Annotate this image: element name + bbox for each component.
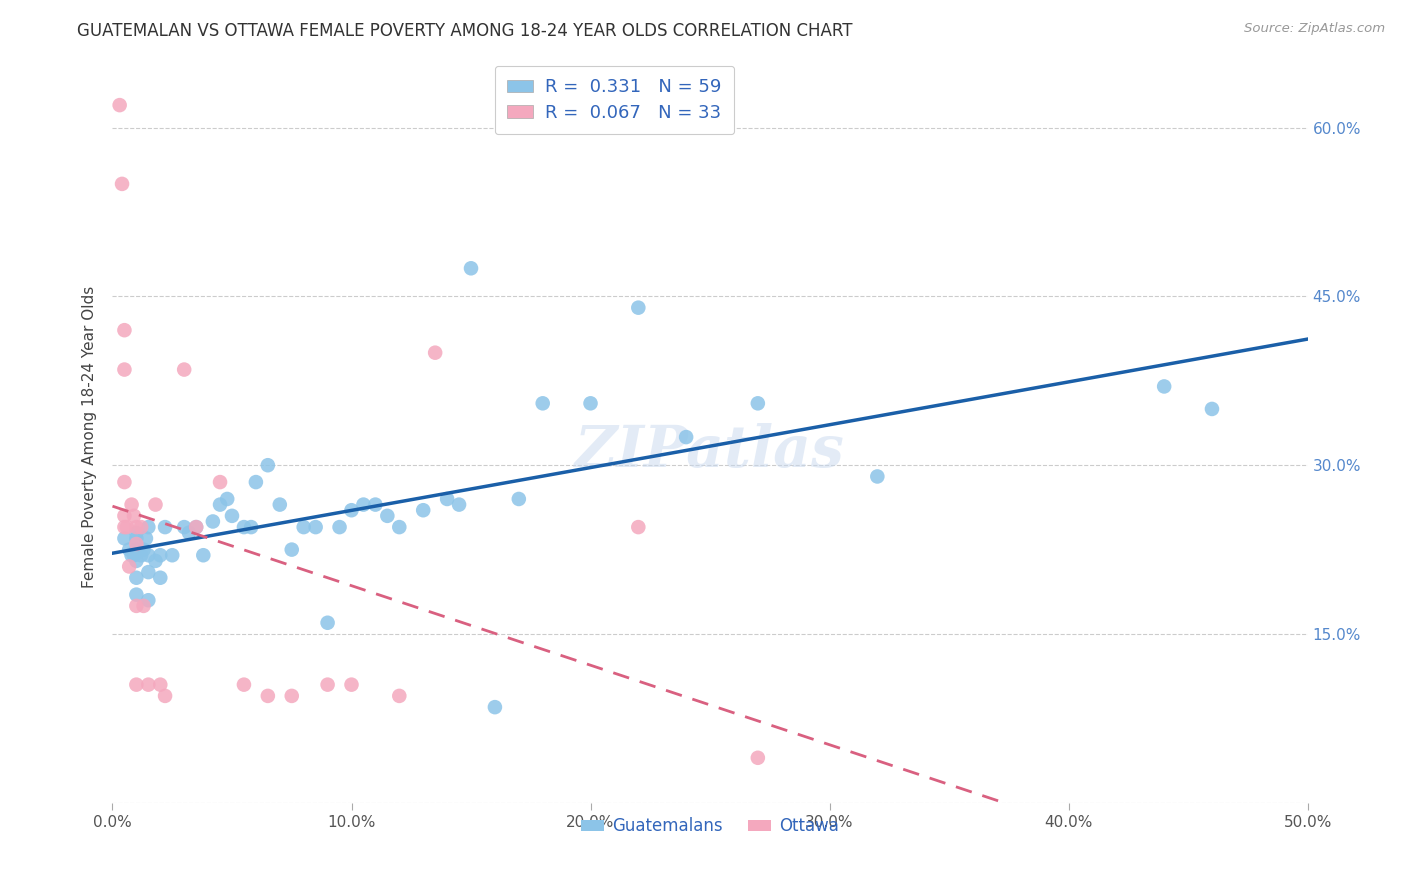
Point (173, 362, 195, 376)
Point (114, 323, 135, 337)
Point (627, 301, 650, 315)
Text: Source: ZipAtlas.com: Source: ZipAtlas.com (1244, 22, 1385, 36)
Point (209, 475, 232, 489)
Text: GUATEMALAN VS OTTAWA FEMALE POVERTY AMONG 18-24 YEAR OLDS CORRELATION CHART: GUATEMALAN VS OTTAWA FEMALE POVERTY AMON… (77, 22, 853, 40)
Point (125, 678, 148, 692)
Point (281, 542, 304, 557)
Point (866, 469, 889, 483)
Y-axis label: Female Poverty Among 18-24 Year Olds: Female Poverty Among 18-24 Year Olds (82, 286, 97, 588)
Point (240, 520, 263, 534)
Point (508, 491, 530, 506)
Point (245, 475, 267, 489)
Point (352, 498, 374, 512)
Point (138, 593, 160, 607)
Point (340, 678, 363, 692)
Point (114, 520, 135, 534)
Point (114, 475, 135, 489)
Point (1153, 379, 1175, 393)
Point (145, 498, 167, 512)
Point (115, 520, 138, 534)
Point (125, 571, 148, 585)
Point (125, 520, 148, 534)
Point (233, 520, 256, 534)
Point (233, 678, 256, 692)
Point (153, 689, 176, 703)
Point (388, 520, 411, 534)
Point (125, 554, 148, 568)
Legend: Guatemalans, Ottawa: Guatemalans, Ottawa (574, 811, 846, 842)
Point (149, 548, 172, 562)
Point (132, 599, 155, 613)
Point (186, 520, 208, 534)
Point (316, 678, 339, 692)
Point (340, 503, 363, 517)
Point (121, 498, 143, 512)
Point (436, 491, 458, 506)
Point (138, 520, 160, 534)
Point (138, 678, 160, 692)
Point (125, 588, 148, 602)
Point (111, 177, 134, 191)
Point (129, 520, 152, 534)
Point (675, 430, 697, 444)
Point (579, 396, 602, 410)
Point (135, 532, 157, 546)
Point (388, 689, 411, 703)
Point (281, 689, 304, 703)
Point (305, 520, 328, 534)
Point (125, 537, 148, 551)
Point (484, 700, 506, 714)
Point (125, 532, 148, 546)
Point (114, 532, 135, 546)
Point (412, 503, 434, 517)
Point (531, 396, 554, 410)
Point (122, 508, 145, 523)
Point (747, 396, 769, 410)
Point (121, 548, 143, 562)
Point (108, 98, 131, 112)
Point (118, 559, 141, 574)
Point (1201, 401, 1223, 416)
Point (747, 751, 769, 765)
Point (364, 498, 387, 512)
Point (114, 362, 135, 376)
Point (209, 498, 232, 512)
Point (186, 520, 208, 534)
Point (425, 345, 447, 359)
Point (129, 548, 152, 562)
Point (125, 542, 148, 557)
Point (447, 498, 470, 512)
Point (201, 515, 224, 529)
Point (177, 525, 200, 540)
Point (217, 491, 239, 506)
Point (162, 548, 183, 562)
Point (118, 542, 141, 557)
Point (193, 548, 215, 562)
Point (138, 548, 160, 562)
Point (149, 678, 172, 692)
Point (132, 542, 155, 557)
Point (269, 498, 291, 512)
Point (460, 261, 482, 276)
Point (149, 571, 172, 585)
Point (377, 508, 399, 523)
Point (627, 520, 650, 534)
Point (257, 458, 280, 473)
Point (114, 508, 135, 523)
Point (257, 689, 280, 703)
Text: ZIPatlas: ZIPatlas (575, 424, 845, 480)
Point (292, 520, 315, 534)
Point (125, 599, 148, 613)
Point (316, 615, 339, 630)
Point (145, 554, 167, 568)
Point (153, 520, 176, 534)
Point (138, 565, 160, 579)
Point (221, 508, 243, 523)
Point (122, 548, 145, 562)
Point (329, 520, 352, 534)
Point (125, 525, 148, 540)
Point (173, 520, 195, 534)
